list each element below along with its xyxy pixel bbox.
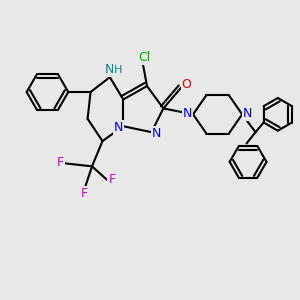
Text: N: N (183, 107, 192, 120)
Text: O: O (182, 78, 191, 91)
Text: N: N (105, 63, 114, 76)
Text: N: N (243, 107, 252, 120)
Text: Cl: Cl (138, 51, 150, 64)
Text: H: H (114, 65, 122, 75)
Text: F: F (80, 188, 88, 200)
Text: N: N (152, 127, 161, 140)
Text: F: F (108, 172, 116, 186)
Text: F: F (57, 156, 64, 169)
Text: N: N (114, 121, 124, 134)
